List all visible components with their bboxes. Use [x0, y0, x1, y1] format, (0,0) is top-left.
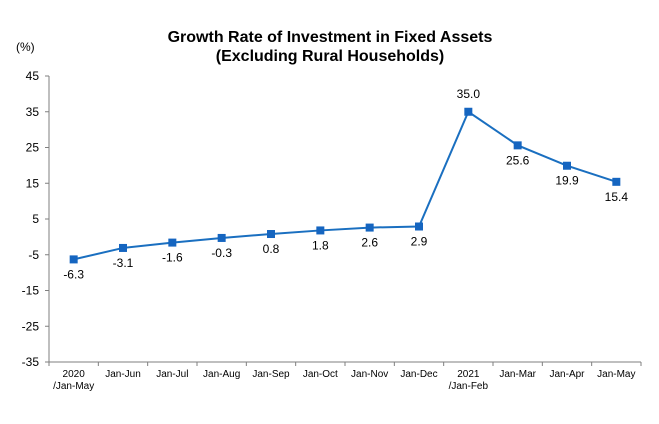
chart-subtitle: (Excluding Rural Households) — [216, 48, 444, 65]
data-label: -0.3 — [211, 246, 232, 260]
data-point-marker — [267, 230, 275, 239]
data-point-marker — [168, 238, 177, 247]
x-tick-label: Jan-Sep — [252, 369, 290, 380]
x-tick-label: Jan-Dec — [400, 369, 437, 380]
series-group — [69, 107, 621, 264]
y-tick-label: -35 — [22, 355, 40, 369]
data-point-marker — [316, 226, 325, 235]
data-point-marker — [119, 243, 127, 252]
x-tick-label: Jan-Aug — [203, 369, 240, 380]
data-point-marker — [69, 255, 78, 264]
data-label: 2.9 — [411, 235, 428, 249]
chart-title: Growth Rate of Investment in Fixed Asset… — [168, 29, 493, 46]
data-point-marker — [464, 107, 473, 116]
data-label: 1.8 — [312, 238, 329, 252]
x-tick-label: Jan-May — [597, 369, 635, 380]
x-tick-label: Jan-Jun — [105, 369, 141, 380]
axes — [45, 75, 642, 366]
data-point-marker — [365, 223, 374, 232]
y-tick-labels: 45 35 25 15 5 -5 -15 -25 -35 — [22, 69, 40, 369]
y-tick-label: -15 — [22, 284, 40, 298]
x-tick-label: Jan-Jul — [156, 369, 188, 380]
data-point-marker — [563, 161, 571, 170]
data-point-marker — [415, 222, 423, 231]
data-label: 0.8 — [263, 242, 280, 256]
data-point-marker — [612, 177, 621, 186]
y-tick-label: -25 — [22, 319, 40, 333]
x-tick-label: Jan-Mar — [499, 369, 536, 380]
data-point-marker — [513, 141, 522, 150]
x-tick-label: 2020/Jan-May — [53, 369, 94, 392]
y-tick-label: 25 — [26, 141, 40, 155]
data-label: -1.6 — [162, 251, 183, 265]
data-label: 25.6 — [506, 153, 530, 167]
data-point-marker — [217, 233, 226, 242]
x-tick-labels: 2020/Jan-May Jan-Jun Jan-Jul Jan-Aug Jan-Sep… — [53, 369, 635, 392]
data-label: -3.1 — [113, 256, 134, 270]
data-label: 15.4 — [605, 190, 629, 204]
x-tick-label: Jan-Oct — [303, 369, 338, 380]
data-label: -6.3 — [63, 267, 84, 281]
x-tick-label: 2021/Jan-Feb — [449, 369, 489, 392]
y-tick-label: 15 — [26, 176, 40, 190]
data-labels: -6.3 -3.1 -1.6 -0.3 0.8 1.8 2.6 2.9 35.0 25.6 19.9… — [63, 87, 628, 282]
y-tick-label: 35 — [26, 105, 40, 119]
data-label: 19.9 — [555, 174, 579, 188]
y-tick-label: -5 — [28, 248, 39, 262]
y-tick-label: 45 — [26, 69, 40, 83]
series-line — [73, 110, 617, 261]
x-tick-label: Jan-Apr — [549, 369, 585, 380]
y-axis-unit: (%) — [16, 40, 35, 54]
x-tick-label: Jan-Nov — [351, 369, 388, 380]
y-tick-label: 5 — [32, 212, 39, 226]
data-label: 2.6 — [361, 236, 378, 250]
data-label: 35.0 — [457, 87, 481, 101]
